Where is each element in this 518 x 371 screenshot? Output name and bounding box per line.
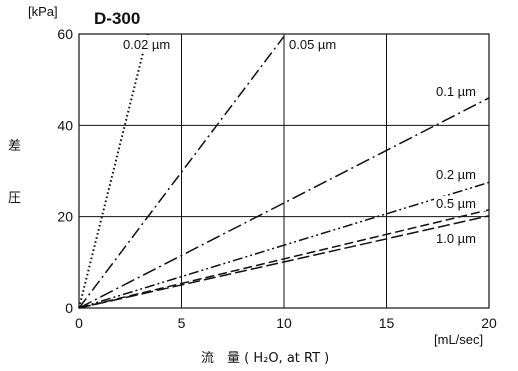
x-tick-label: 0 <box>75 315 83 331</box>
y-axis-label-char-2: 圧 <box>8 191 21 206</box>
series-line <box>78 215 490 309</box>
series-label: 0.02 µm <box>123 37 170 52</box>
plot-frame <box>78 33 490 309</box>
series-label: 0.05 µm <box>289 37 336 52</box>
series-label-bg <box>434 196 486 211</box>
x-axis-label: 流 量 ( H₂O, at RT ) <box>201 351 329 366</box>
series-label: 0.2 µm <box>436 167 476 182</box>
x-tick-label: 20 <box>481 315 497 331</box>
series-label: 0.1 µm <box>436 84 476 99</box>
series-line <box>78 181 490 309</box>
y-tick-label: 40 <box>57 117 73 133</box>
x-tick-label: 15 <box>379 315 395 331</box>
grid <box>79 34 489 308</box>
axis-ticks: 0 5 10 15 20 0 20 40 60 <box>57 26 497 331</box>
x-tick-label: 5 <box>178 315 186 331</box>
series-line <box>78 35 285 309</box>
series-line <box>78 97 490 309</box>
series-label-bg <box>121 37 173 52</box>
chart-title: D-300 <box>94 9 140 28</box>
series-labels: 0.02 µm 0.05 µm 0.1 µm 0.2 µm 0.5 µm 1.0 µm <box>121 37 486 246</box>
series-line <box>78 209 490 309</box>
series-label-bg <box>434 231 486 246</box>
y-tick-label: 0 <box>65 300 73 316</box>
x-tick-label: 10 <box>276 315 292 331</box>
y-axis-label-char-1: 差 <box>8 139 21 154</box>
series-label: 1.0 µm <box>436 231 476 246</box>
series-label-bg <box>434 167 486 182</box>
series-label-bg <box>434 84 486 99</box>
y-axis-unit: [kPa] <box>28 4 58 19</box>
series-lines <box>78 33 490 309</box>
series-label-bg <box>287 37 339 52</box>
series-line <box>78 33 149 309</box>
x-axis-unit: [mL/sec] <box>434 332 483 347</box>
y-tick-label: 20 <box>57 209 73 225</box>
series-label: 0.5 µm <box>436 196 476 211</box>
y-tick-label: 60 <box>57 26 73 42</box>
